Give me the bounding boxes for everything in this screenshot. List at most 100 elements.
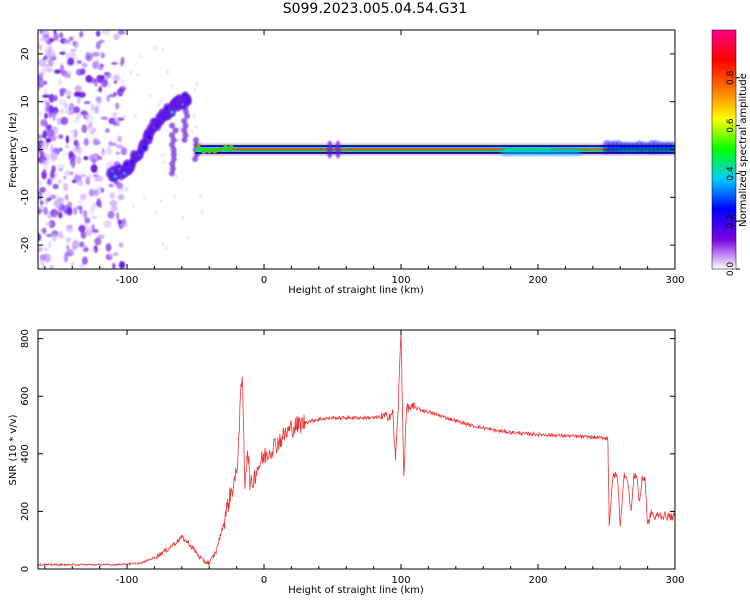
trace-peak [170, 110, 174, 114]
noise-blob [42, 130, 47, 139]
noise-blob [70, 262, 75, 266]
noise-blob [51, 234, 57, 242]
noise-blob [118, 86, 127, 93]
noise-blob [44, 112, 48, 119]
noise-blob [42, 227, 47, 235]
noise-blob [122, 114, 126, 119]
noise-blob [121, 187, 124, 192]
carrier-wide [573, 147, 582, 157]
x-tick-label: -100 [116, 575, 139, 586]
noise-blob [41, 263, 45, 268]
noise-blob [181, 215, 185, 220]
noise-blob [160, 99, 163, 104]
carrier-dot [223, 144, 229, 150]
noise-blob [94, 189, 99, 197]
noise-blob [45, 191, 51, 200]
noise-blob [106, 147, 113, 155]
x-tick-label: -100 [116, 275, 139, 286]
noise-blob [89, 77, 97, 84]
noise-blob [64, 107, 70, 115]
noise-blob [72, 40, 76, 47]
trace-blob [169, 160, 176, 167]
noise-blob [186, 235, 190, 240]
noise-blob [64, 39, 71, 44]
noise-blob [157, 102, 161, 107]
noise-blob [45, 233, 53, 238]
x-tick-label: 200 [528, 275, 547, 286]
noise-blob [113, 252, 119, 256]
noise-blob [115, 102, 120, 110]
trace-blob [184, 98, 191, 105]
noise-blob [117, 219, 122, 225]
noise-blob [161, 241, 165, 246]
spectrogram-x-ticks: -100 0 100 200 300 [44, 30, 685, 286]
noise-blob [102, 30, 111, 36]
noise-blob [64, 170, 72, 176]
y-tick-label: 800 [20, 329, 31, 348]
snr-x-label: Height of straight line (km) [288, 585, 424, 596]
noise-blob [41, 67, 46, 75]
noise-blob [100, 116, 108, 120]
carrier-peak [551, 148, 614, 151]
noise-blob [57, 179, 62, 184]
trace-blob [181, 136, 188, 143]
noise-blob [112, 111, 117, 118]
noise-blob [66, 206, 73, 216]
noise-blob [38, 158, 41, 163]
noise-blob [78, 30, 84, 38]
noise-blob [53, 32, 59, 41]
noise-blob [136, 72, 139, 77]
noise-blob [59, 32, 64, 39]
noise-blob [78, 224, 86, 233]
noise-blob [103, 220, 107, 229]
noise-blob [85, 114, 94, 119]
spectrogram-marks [38, 30, 675, 269]
noise-blob [39, 254, 47, 261]
noise-blob [81, 62, 88, 68]
noise-blob [75, 141, 80, 150]
noise-blob [161, 48, 165, 53]
noise-blob [178, 126, 182, 131]
noise-blob [100, 52, 105, 59]
noise-blob [42, 99, 48, 105]
noise-blob [82, 210, 88, 219]
noise-blob [85, 176, 91, 186]
trace-blob [172, 127, 179, 134]
carrier-dot [206, 148, 212, 154]
spectrogram-y-label: Frequency (Hz) [8, 112, 19, 188]
trace-blob [170, 151, 177, 158]
colorbar-label: Normalized spectral amplitude [738, 73, 749, 227]
noise-blob [109, 192, 116, 199]
figure-title: S099.2023.005.04.54.G31 [282, 1, 468, 17]
noise-blob [75, 68, 83, 76]
noise-blob [38, 195, 43, 201]
colorbar-gradient [712, 30, 736, 269]
noise-blob [76, 60, 82, 64]
noise-blob [38, 38, 46, 42]
noise-blob [106, 95, 110, 102]
noise-blob [65, 236, 72, 245]
noise-blob [90, 215, 98, 219]
noise-blob [49, 38, 55, 42]
noise-blob [40, 118, 48, 127]
noise-blob [124, 187, 128, 192]
noise-blob [132, 203, 135, 208]
noise-blob [63, 183, 69, 192]
noise-blob [68, 36, 74, 42]
noise-blob [193, 87, 196, 92]
noise-blob [53, 30, 57, 35]
noise-blob [45, 222, 52, 226]
noise-blob [50, 169, 55, 179]
noise-blob [38, 233, 42, 242]
noise-blob [96, 175, 104, 182]
noise-blob [79, 241, 85, 248]
noise-blob [113, 33, 120, 41]
noise-blob [51, 134, 57, 142]
noise-blob [134, 114, 137, 119]
noise-blob [166, 69, 169, 74]
noise-blob [65, 144, 70, 149]
noise-blob [107, 83, 111, 89]
noise-blob [105, 72, 112, 79]
noise-blob [105, 128, 110, 133]
noise-blob [101, 75, 105, 80]
